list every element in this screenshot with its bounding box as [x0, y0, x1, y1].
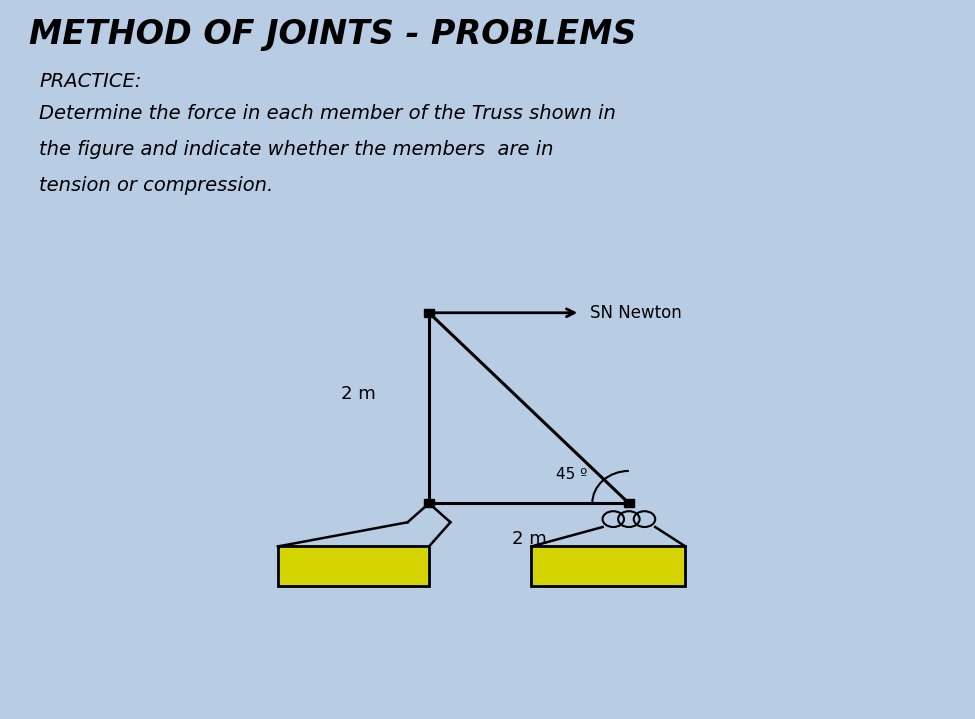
Text: the figure and indicate whether the members  are in: the figure and indicate whether the memb… — [39, 140, 554, 159]
Text: 2 m: 2 m — [512, 530, 546, 549]
Text: tension or compression.: tension or compression. — [39, 176, 273, 195]
FancyBboxPatch shape — [423, 500, 435, 508]
Text: SN Newton: SN Newton — [590, 303, 682, 322]
FancyBboxPatch shape — [531, 546, 685, 586]
FancyBboxPatch shape — [278, 546, 429, 586]
Text: METHOD OF JOINTS - PROBLEMS: METHOD OF JOINTS - PROBLEMS — [29, 18, 637, 51]
Text: PRACTICE:: PRACTICE: — [39, 72, 141, 91]
FancyBboxPatch shape — [423, 309, 435, 316]
Text: 45 º: 45 º — [556, 467, 587, 482]
Text: 2 m: 2 m — [341, 385, 376, 403]
FancyBboxPatch shape — [624, 500, 635, 508]
Text: Determine the force in each member of the Truss shown in: Determine the force in each member of th… — [39, 104, 616, 123]
